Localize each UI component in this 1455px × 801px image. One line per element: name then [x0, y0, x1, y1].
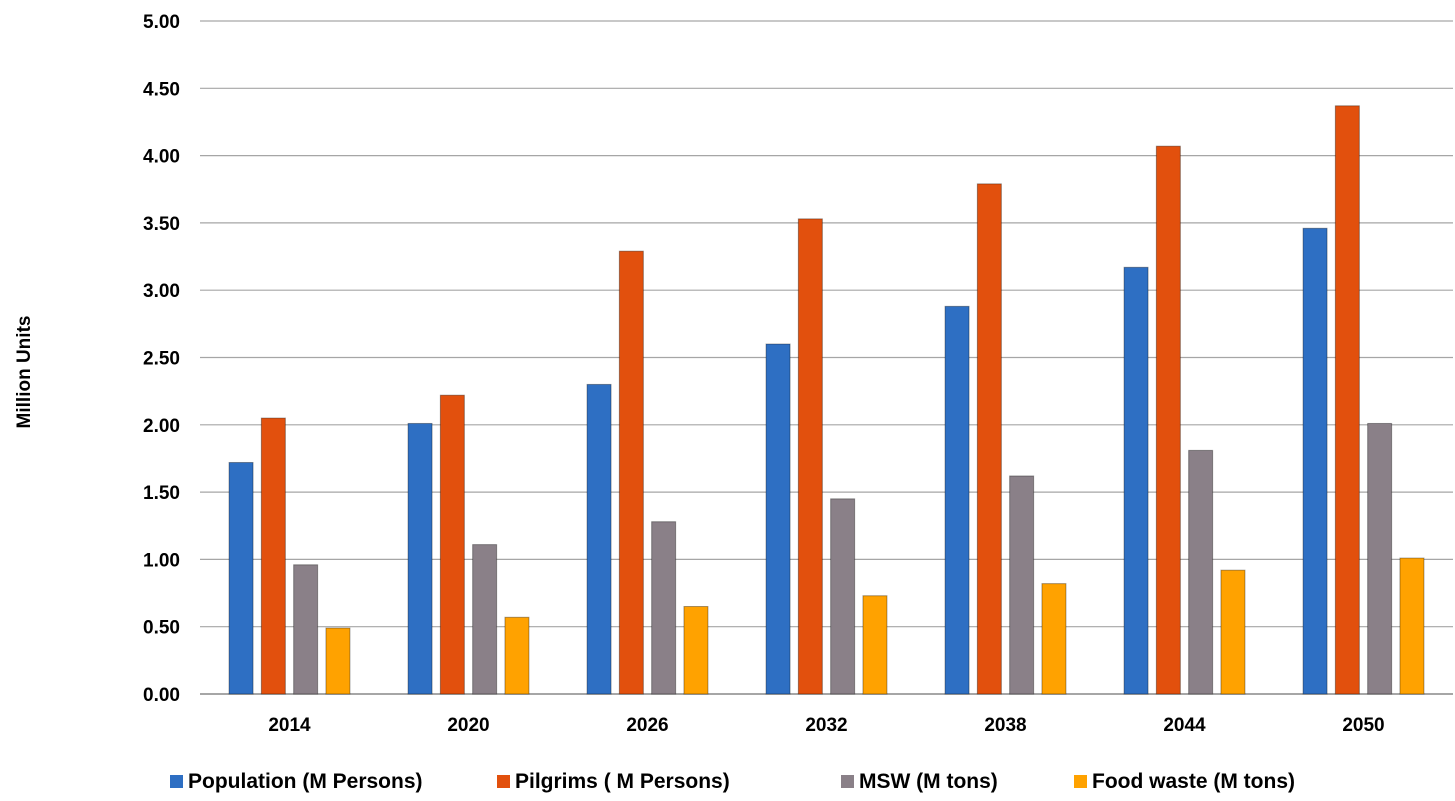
y-tick-label: 3.00 [143, 281, 180, 302]
bar-population-2020 [407, 422, 433, 695]
legend-label: Population (M Persons) [188, 770, 423, 793]
y-tick-label: 4.00 [143, 147, 180, 168]
bar-msw-2032 [830, 498, 856, 695]
bar-msw-2050 [1367, 422, 1393, 695]
x-tick-label: 2014 [268, 715, 311, 736]
bar-population-2038 [944, 305, 970, 695]
bars [228, 105, 1425, 695]
bar-population-2044 [1123, 266, 1149, 695]
bar-msw-2014 [293, 564, 319, 695]
bar-food-2032 [862, 595, 888, 695]
bar-msw-2038 [1009, 475, 1035, 695]
bar-population-2050 [1302, 227, 1328, 695]
x-tick-label: 2020 [447, 715, 489, 736]
bar-pilgrims-2020 [439, 394, 465, 695]
legend: Population (M Persons) Pilgrims ( M Perso… [170, 770, 1295, 793]
bar-population-2032 [765, 343, 791, 695]
legend-swatch [1074, 775, 1087, 788]
bar-msw-2020 [472, 544, 498, 695]
bar-food-2026 [683, 606, 709, 695]
y-axis-title: Million Units [14, 316, 35, 429]
legend-swatch [841, 775, 854, 788]
bar-population-2014 [228, 461, 254, 695]
bar-food-2014 [325, 627, 351, 695]
x-tick-label: 2044 [1163, 715, 1206, 736]
y-tick-label: 2.00 [143, 416, 180, 437]
y-tick-label: 5.00 [143, 12, 180, 33]
y-tick-label: 4.50 [143, 79, 180, 100]
y-tick-label: 1.00 [143, 550, 180, 571]
bar-food-2050 [1399, 557, 1425, 695]
legend-swatch [170, 775, 183, 788]
bar-pilgrims-2038 [976, 183, 1002, 695]
bar-food-2020 [504, 616, 530, 695]
bar-food-2038 [1041, 583, 1067, 695]
bar-food-2044 [1220, 569, 1246, 695]
y-tick-label: 0.00 [143, 685, 180, 706]
legend-label: MSW (M tons) [859, 770, 998, 793]
x-axis-ticks: 2014 2020 2026 2032 2038 2044 2050 [268, 715, 1384, 736]
y-tick-label: 2.50 [143, 349, 180, 370]
y-tick-label: 3.50 [143, 214, 180, 235]
bar-msw-2044 [1188, 449, 1214, 695]
bar-pilgrims-2014 [260, 417, 286, 695]
bar-pilgrims-2044 [1155, 145, 1181, 695]
legend-label: Food waste (M tons) [1092, 770, 1295, 793]
x-tick-label: 2038 [984, 715, 1026, 736]
bar-pilgrims-2050 [1334, 105, 1360, 695]
legend-swatch [497, 775, 510, 788]
bar-pilgrims-2032 [797, 218, 823, 695]
x-tick-label: 2032 [805, 715, 847, 736]
y-tick-label: 1.50 [143, 483, 180, 504]
legend-label: Pilgrims ( M Persons) [515, 770, 730, 793]
bar-msw-2026 [651, 521, 677, 695]
bar-pilgrims-2026 [618, 250, 644, 695]
y-tick-label: 0.50 [143, 618, 180, 639]
gridlines [200, 20, 1453, 695]
y-axis-ticks: 0.00 0.50 1.00 1.50 2.00 2.50 3.00 3.50 4.00 4.50… [143, 12, 180, 706]
x-tick-label: 2050 [1342, 715, 1384, 736]
bar-population-2026 [586, 383, 612, 695]
x-tick-label: 2026 [626, 715, 668, 736]
